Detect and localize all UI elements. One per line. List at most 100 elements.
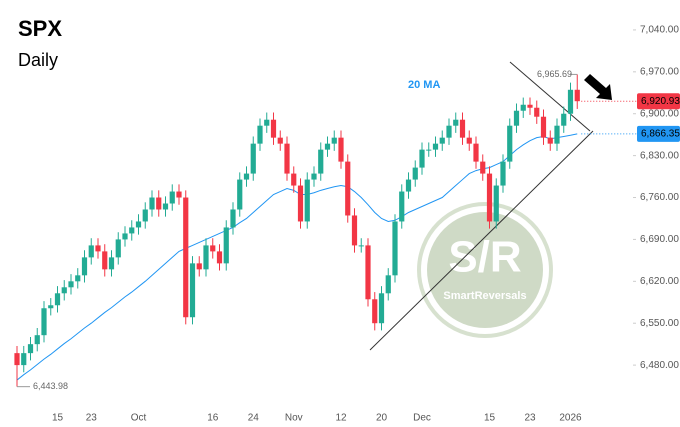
candle-body xyxy=(297,185,304,222)
candle-body xyxy=(351,215,358,246)
watermark-disc xyxy=(427,212,543,328)
watermark-ring xyxy=(417,202,553,338)
candle-body xyxy=(527,104,533,108)
candle-body xyxy=(338,137,344,162)
candle-body xyxy=(561,113,567,126)
candle-body xyxy=(412,167,418,180)
candle-body xyxy=(223,227,229,264)
candle-body xyxy=(480,161,486,174)
candle-body xyxy=(54,293,61,306)
candle-body xyxy=(331,137,337,144)
candle-body xyxy=(250,143,256,174)
y-tick-label: 6,620.00 xyxy=(640,276,679,287)
y-tick-label: 6,480.00 xyxy=(640,360,679,371)
candle-body xyxy=(324,143,331,150)
candle-body xyxy=(392,221,398,276)
watermark-subtitle: SmartReversals xyxy=(443,290,526,302)
candle-body xyxy=(108,257,115,270)
candle-body xyxy=(88,245,94,258)
candle-body xyxy=(365,245,371,300)
candle-body xyxy=(318,149,324,174)
candle-body xyxy=(432,143,439,150)
last-close-box xyxy=(637,93,680,110)
candle-body xyxy=(41,308,47,336)
candle-body xyxy=(115,239,121,258)
candle-body xyxy=(574,89,580,102)
y-tick-label: 6,550.00 xyxy=(640,318,679,329)
last-close-label: 6,920.93 xyxy=(641,96,680,107)
y-tick-label: 6,970.00 xyxy=(640,66,679,77)
x-tick-label: 23 xyxy=(86,413,98,424)
candle-body xyxy=(27,344,34,354)
candle-body xyxy=(446,125,452,138)
candle-body xyxy=(554,125,560,144)
x-tick-label: 24 xyxy=(248,413,260,424)
x-tick-label: 15 xyxy=(484,413,496,424)
candle-body xyxy=(385,275,391,294)
high-label: 6,965.69 xyxy=(537,69,572,79)
candle-body xyxy=(216,251,223,264)
support-trendline xyxy=(369,130,594,351)
candle-body xyxy=(68,281,74,288)
candle-body xyxy=(399,191,405,222)
candle-body xyxy=(176,191,182,198)
candle-body xyxy=(439,137,445,144)
candle-body xyxy=(129,227,135,234)
candle-body xyxy=(142,209,148,222)
y-tick-label: 7,040.00 xyxy=(640,25,679,36)
y-tick-label: 6,900.00 xyxy=(640,108,679,119)
x-tick-label: 2026 xyxy=(559,413,582,424)
ma-last-box xyxy=(637,125,680,142)
candle-body xyxy=(61,287,67,294)
candle-body xyxy=(95,245,101,252)
resistance-trendline xyxy=(509,61,591,132)
x-tick-label: 16 xyxy=(207,413,219,424)
candle-body xyxy=(102,251,108,270)
x-tick-label: 20 xyxy=(376,413,388,424)
candle-body xyxy=(540,116,547,138)
pointer-arrow xyxy=(584,74,612,100)
candle-body xyxy=(243,173,250,180)
candle-body xyxy=(196,263,202,270)
y-tick-label: 6,690.00 xyxy=(640,234,679,245)
candle-body xyxy=(520,104,526,111)
candle-body xyxy=(270,119,277,138)
x-tick-label: Oct xyxy=(131,413,147,424)
x-tick-label: Nov xyxy=(285,413,303,424)
x-tick-label: 23 xyxy=(524,413,536,424)
candle-body xyxy=(81,257,88,276)
candle-body xyxy=(284,143,290,174)
x-tick-label: 12 xyxy=(335,413,347,424)
candle-body xyxy=(459,119,466,138)
chart-title: SPX xyxy=(18,16,62,41)
candle-body xyxy=(567,89,574,114)
candle-body xyxy=(378,293,385,324)
candle-body xyxy=(189,263,196,318)
candle-body xyxy=(486,173,493,222)
y-tick-label: 6,830.00 xyxy=(640,150,679,161)
ma-legend-label: 20 MA xyxy=(408,79,440,91)
candle-body xyxy=(419,149,425,168)
candle-body xyxy=(473,143,479,162)
candle-body xyxy=(277,137,283,144)
candle-body xyxy=(183,197,189,318)
low-label: 6,443.98 xyxy=(33,381,68,391)
candle-body xyxy=(257,125,263,144)
candle-body xyxy=(162,203,169,210)
candle-body xyxy=(291,173,297,186)
candle-body xyxy=(156,197,162,210)
candle-body xyxy=(48,305,54,309)
candle-body xyxy=(507,125,513,162)
x-tick-label: 15 xyxy=(52,413,64,424)
candle-body xyxy=(500,161,506,186)
candle-body xyxy=(135,221,142,228)
candle-body xyxy=(149,197,155,210)
candle-body xyxy=(169,191,175,204)
candle-body xyxy=(358,245,364,247)
candle-body xyxy=(372,299,378,324)
candle-body xyxy=(34,335,40,345)
candle-body xyxy=(513,110,520,126)
candle-body xyxy=(304,179,310,222)
candle-body xyxy=(21,353,27,366)
